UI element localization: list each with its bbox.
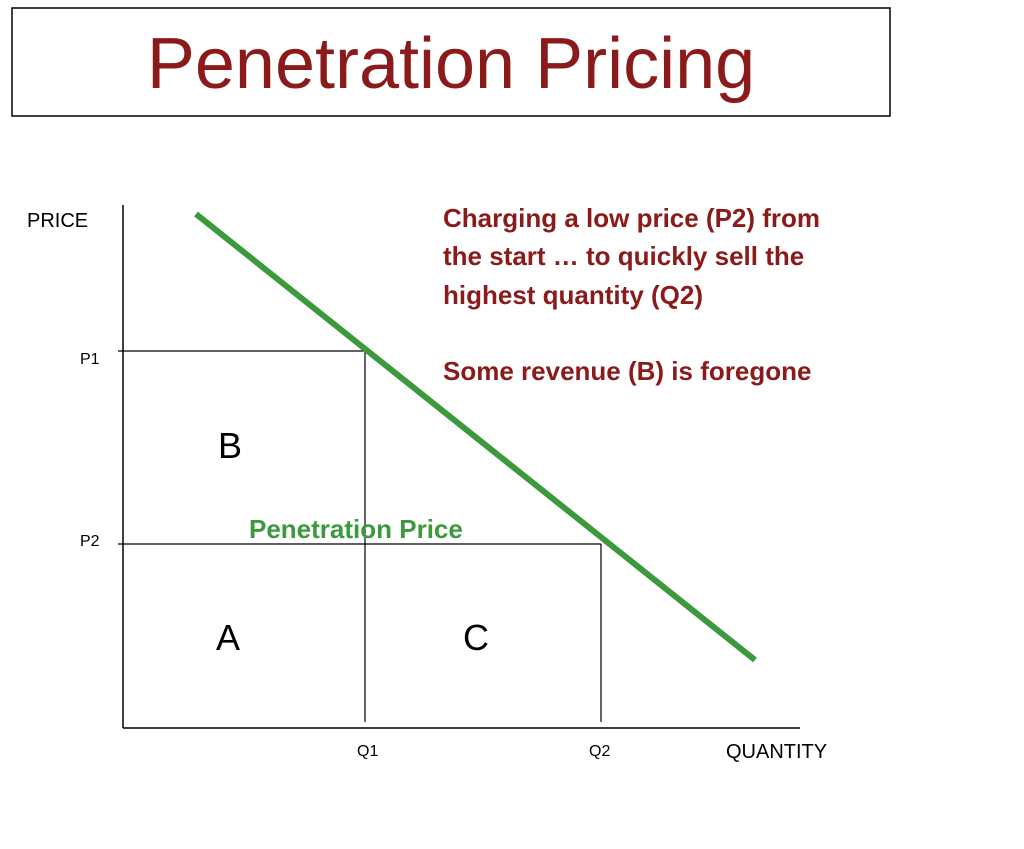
x-axis-label: QUANTITY <box>726 741 827 763</box>
curve-label: Penetration Price <box>249 514 463 544</box>
price-label: P1 <box>80 351 100 368</box>
region-label: B <box>218 425 242 466</box>
price-label: P2 <box>80 533 100 550</box>
annotation-line: the start … to quickly sell the <box>443 241 804 271</box>
annotation-line: highest quantity (Q2) <box>443 280 703 310</box>
title: Penetration Pricing <box>147 24 755 104</box>
annotation-line: Charging a low price (P2) from <box>443 203 820 233</box>
region-label: A <box>216 617 240 658</box>
region-label: C <box>463 617 489 658</box>
demand-curve <box>194 211 757 663</box>
quantity-label: Q1 <box>357 743 378 760</box>
y-axis-label: PRICE <box>27 210 88 232</box>
quantity-label: Q2 <box>589 743 610 760</box>
title-box <box>11 7 891 117</box>
annotation-line: Some revenue (B) is foregone <box>443 356 811 386</box>
